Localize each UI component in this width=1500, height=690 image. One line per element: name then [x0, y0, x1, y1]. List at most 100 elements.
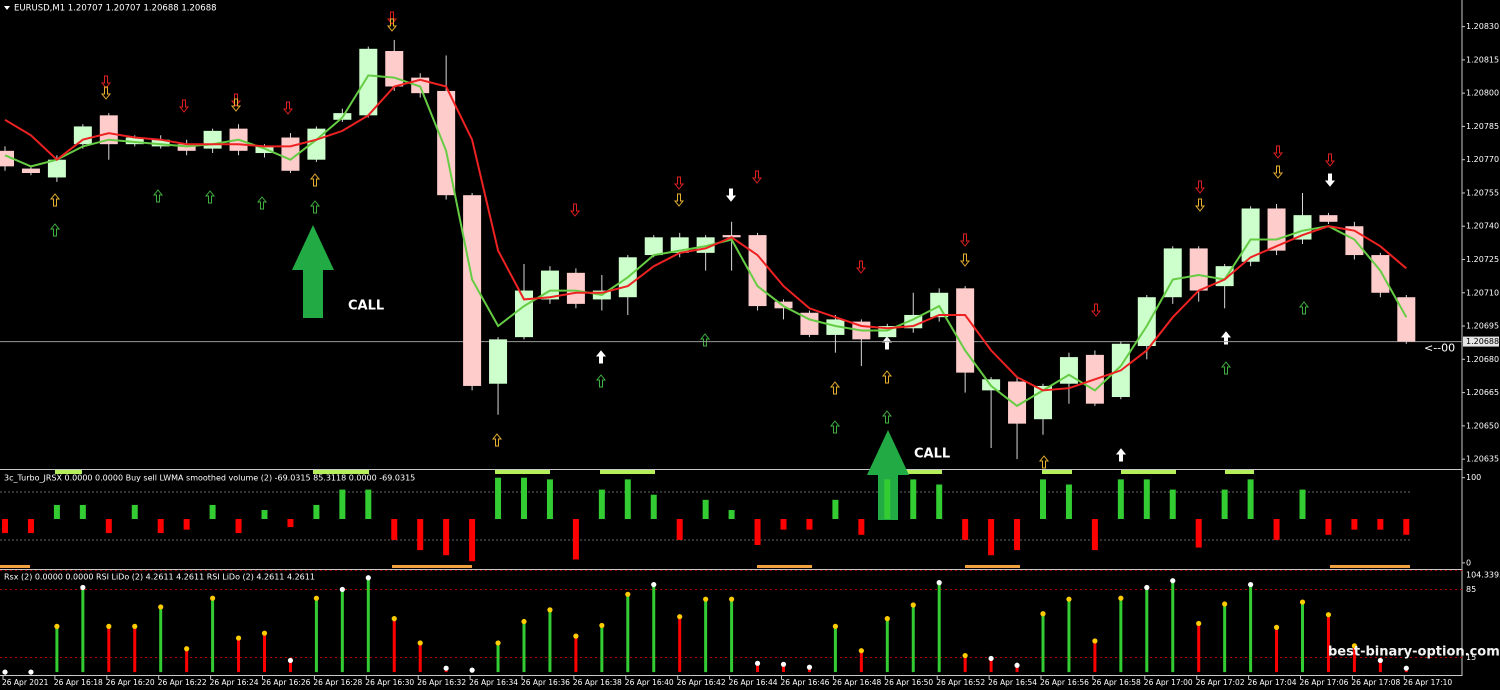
- current-price-label: 1.20688: [1466, 337, 1499, 346]
- histogram-bar: [546, 479, 553, 519]
- histogram-bar: [365, 489, 372, 519]
- rsi-dot: [729, 596, 735, 602]
- histogram-bar: [1325, 519, 1332, 535]
- candle-body: [463, 195, 482, 386]
- rsi-dot: [210, 595, 216, 601]
- rsi-dot: [1222, 601, 1228, 607]
- signal-arrow: [881, 410, 893, 424]
- signal-arrow: [1038, 455, 1050, 469]
- candle-body: [73, 126, 92, 145]
- candle-body: [1241, 208, 1260, 262]
- rsi-dot: [1040, 611, 1046, 617]
- histogram-bar: [443, 519, 450, 556]
- rsi-dot: [2, 669, 8, 675]
- histogram-bar: [1273, 519, 1280, 540]
- rsi-dot: [754, 660, 761, 666]
- histogram-bar: [1403, 519, 1410, 535]
- x-tick-label: 26 Apr 16:18: [54, 678, 103, 687]
- y-tick-label: 1.20785: [1466, 122, 1499, 131]
- histogram-bar: [910, 479, 917, 519]
- signal-arrow: [829, 420, 841, 434]
- signal-arrow: [829, 381, 841, 395]
- x-tick-label: 26 Apr 2021: [2, 678, 49, 687]
- candle-body: [748, 235, 767, 307]
- candle-body: [151, 139, 170, 147]
- signal-strip: [55, 470, 82, 474]
- candle-body: [385, 51, 404, 87]
- signal-arrow: [386, 18, 398, 32]
- signal-arrow: [595, 374, 607, 388]
- signal-arrow: [673, 176, 685, 190]
- signal-arrow: [1194, 198, 1206, 212]
- signal-arrow: [1220, 331, 1232, 345]
- rsi-dot: [651, 581, 657, 588]
- candle-body: [21, 168, 40, 174]
- signal-arrow: [282, 101, 294, 115]
- signal-arrow: [49, 193, 61, 207]
- rsi-dot: [132, 623, 138, 629]
- candle-body: [177, 144, 196, 151]
- signal-arrow: [1272, 165, 1284, 179]
- histogram-bar: [884, 479, 891, 519]
- histogram-bar: [53, 504, 60, 519]
- rsi-dot: [443, 665, 449, 671]
- rsi-dot: [54, 623, 60, 629]
- histogram-bar: [339, 489, 346, 519]
- signal-arrow: [1194, 180, 1206, 194]
- call-arrow: [292, 225, 334, 318]
- candle-body: [800, 312, 819, 335]
- rsi-dot: [1351, 643, 1357, 649]
- histogram-bar: [209, 504, 216, 519]
- x-tick-label: 26 Apr 16:44: [729, 678, 778, 687]
- rsi-dot: [80, 584, 86, 591]
- histogram-bar: [1117, 479, 1124, 519]
- y-tick-label: 1.20665: [1466, 388, 1499, 397]
- rsi-dot: [599, 622, 605, 629]
- call-label: CALL: [348, 299, 384, 314]
- signal-strip: [887, 470, 942, 474]
- rsi-dot: [884, 616, 890, 622]
- histogram-bar: [780, 519, 787, 530]
- y-tick-label: 1.20740: [1466, 222, 1499, 231]
- histogram-bar: [313, 504, 320, 519]
- call-arrow: [867, 430, 909, 520]
- signal-strip: [392, 565, 472, 568]
- watermark: best-binary-option.com: [1328, 645, 1500, 660]
- rsi-dot: [1066, 596, 1072, 602]
- rsi-dot: [106, 623, 112, 629]
- candle-body: [1319, 215, 1338, 222]
- candle-body: [566, 272, 585, 304]
- signal-strip: [1121, 470, 1176, 474]
- candle-body: [489, 339, 508, 384]
- x-tick-label: 26 Apr 17:10: [1403, 678, 1452, 687]
- rsi-dot: [1377, 657, 1383, 664]
- histogram-bar: [1091, 519, 1098, 551]
- signal-arrow: [673, 193, 685, 207]
- y-tick-label: 1.20695: [1466, 322, 1499, 331]
- signal-arrow: [491, 433, 503, 447]
- signal-arrow: [1220, 361, 1232, 375]
- histogram-bar: [417, 519, 424, 551]
- histogram-bar: [27, 519, 34, 534]
- candle-body: [956, 288, 975, 373]
- rsi-dot: [962, 652, 968, 659]
- indicator-title: 3c_Turbo_JRSX 0.0000 0.0000 Buy sell LWM…: [4, 474, 415, 483]
- signal-strip: [1042, 470, 1072, 474]
- symbol-menu-icon[interactable]: [4, 6, 10, 10]
- signal-arrow: [1090, 303, 1102, 317]
- signal-arrow: [725, 188, 737, 202]
- rsi-dot: [832, 623, 839, 629]
- x-tick-label: 26 Apr 16:24: [210, 678, 259, 687]
- candle-body: [1371, 255, 1390, 293]
- x-tick-label: 26 Apr 16:34: [469, 678, 518, 687]
- signal-strip: [313, 470, 369, 474]
- signal-strip: [1330, 565, 1410, 568]
- signal-arrow: [699, 333, 711, 347]
- rsi-dot: [1118, 595, 1124, 601]
- indicator-title: Rsx (2) 0.0000 0.0000 RSI LiDo (2) 4.261…: [4, 573, 315, 582]
- signal-arrow: [152, 189, 164, 203]
- call-label: CALL: [914, 447, 950, 462]
- rsi-dot: [780, 661, 787, 667]
- rsi-dot: [1144, 584, 1150, 591]
- x-tick-label: 26 Apr 16:38: [573, 678, 622, 687]
